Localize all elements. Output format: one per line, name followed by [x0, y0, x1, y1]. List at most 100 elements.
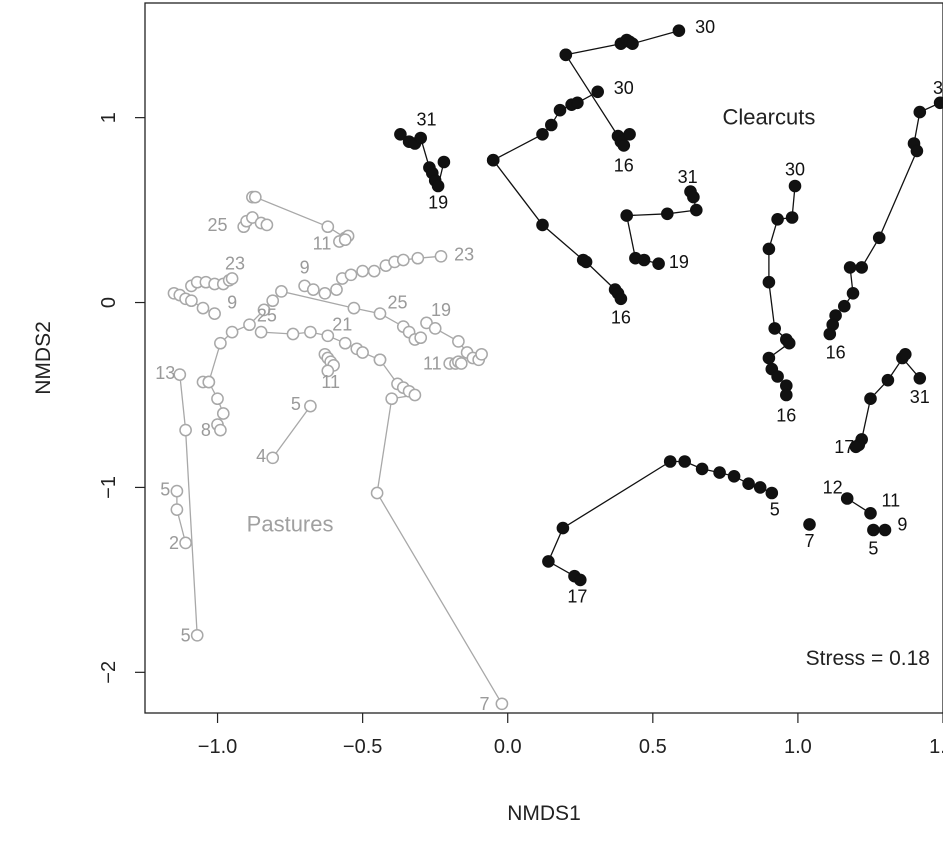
data-point [899, 348, 912, 361]
data-point [266, 294, 280, 308]
data-point [196, 301, 210, 315]
point-label: 5 [160, 479, 170, 499]
point-label: 13 [155, 363, 175, 383]
x-axis-title: NMDS1 [507, 802, 581, 825]
data-point [782, 336, 796, 350]
point-label: 9 [227, 293, 237, 313]
pastures-trajectory [185, 272, 239, 293]
point-label: 19 [428, 193, 448, 213]
point-label: 31 [910, 387, 930, 407]
data-point [408, 388, 422, 402]
trajectory-line [829, 102, 941, 335]
data-point [452, 335, 465, 348]
data-point [620, 209, 634, 222]
pastures-trajectory [298, 249, 448, 300]
data-point [652, 257, 665, 271]
point-label: 25 [207, 215, 227, 235]
data-point [428, 322, 442, 335]
pastures-trajectory [333, 233, 352, 248]
point-label: 19 [431, 300, 451, 320]
data-point [545, 118, 558, 132]
data-point [260, 218, 274, 232]
point-label: 23 [225, 254, 245, 274]
data-point [385, 392, 399, 406]
y-tick-label: −2 [98, 661, 120, 684]
y-tick-label: −1 [98, 476, 120, 499]
x-tick-label: −1.0 [198, 736, 237, 758]
clearcuts-trajectory [849, 348, 927, 454]
data-point [913, 372, 927, 385]
clearcuts-trajectory [762, 179, 802, 402]
point-label: 17 [834, 437, 854, 457]
data-point [179, 423, 192, 437]
data-point [248, 190, 262, 204]
y-tick-label: 0 [98, 297, 120, 308]
data-point [536, 128, 549, 141]
data-point [367, 264, 381, 278]
data-point [846, 287, 860, 300]
data-point [495, 697, 509, 711]
pastures-trajectory [167, 286, 221, 320]
data-point [690, 203, 703, 217]
data-point [780, 388, 793, 402]
pastures-trajectory [254, 325, 387, 367]
x-tick-label: −0.5 [343, 736, 382, 758]
point-label: 16 [611, 307, 631, 327]
point-label: 25 [257, 306, 277, 326]
data-point [185, 294, 198, 308]
clearcuts-trajectory [840, 492, 877, 520]
point-label: 5 [181, 625, 191, 645]
data-point [713, 466, 726, 479]
data-point [321, 329, 335, 343]
point-label: 7 [479, 694, 489, 714]
data-point [762, 275, 776, 289]
x-axis: −1.0 −0.5 0.0 0.5 1.0 1.5 [198, 713, 943, 758]
data-point [663, 455, 677, 468]
point-label: 31 [678, 167, 698, 187]
pastures-trajectory [420, 316, 488, 367]
plot-frame [144, 2, 943, 714]
data-point [855, 261, 869, 274]
data-point [338, 336, 352, 350]
data-point [661, 207, 674, 221]
pastures-trajectory [237, 211, 274, 234]
x-tick-label: 0.0 [494, 736, 522, 758]
data-point [411, 251, 425, 265]
clearcuts-trajectory [486, 85, 605, 167]
data-point [179, 536, 192, 550]
point-label: 9 [300, 257, 310, 277]
pastures-trajectory [318, 347, 340, 378]
point-label: 5 [291, 394, 301, 414]
data-point [202, 375, 216, 389]
point-label: 16 [614, 156, 634, 176]
data-point [214, 336, 227, 350]
data-point [637, 253, 651, 267]
data-point [214, 423, 227, 437]
data-point [753, 481, 767, 494]
point-label: 23 [454, 245, 474, 265]
y-tick-label: 1 [98, 112, 120, 123]
group-label-clearcuts: Clearcuts [722, 105, 815, 130]
data-point [768, 322, 782, 335]
point-label: 11 [313, 233, 332, 253]
data-point [571, 96, 584, 110]
data-point [394, 128, 407, 141]
clearcuts-trajectory [559, 24, 686, 62]
data-point [370, 486, 384, 500]
data-point [396, 253, 410, 267]
data-point [356, 264, 369, 278]
data-point [762, 351, 776, 365]
data-point [742, 477, 755, 491]
data-point [574, 573, 587, 587]
data-point [553, 103, 567, 117]
point-label: 12 [823, 477, 843, 497]
stress-annotation: Stress = 0.18 [806, 647, 930, 670]
x-tick-label: 0.5 [639, 736, 667, 758]
clearcuts-trajectory [542, 455, 779, 587]
point-label: 7 [804, 531, 814, 551]
data-point [257, 303, 271, 317]
data-point [617, 139, 631, 152]
trajectory-line [272, 405, 311, 459]
point-label: 9 [897, 514, 907, 534]
